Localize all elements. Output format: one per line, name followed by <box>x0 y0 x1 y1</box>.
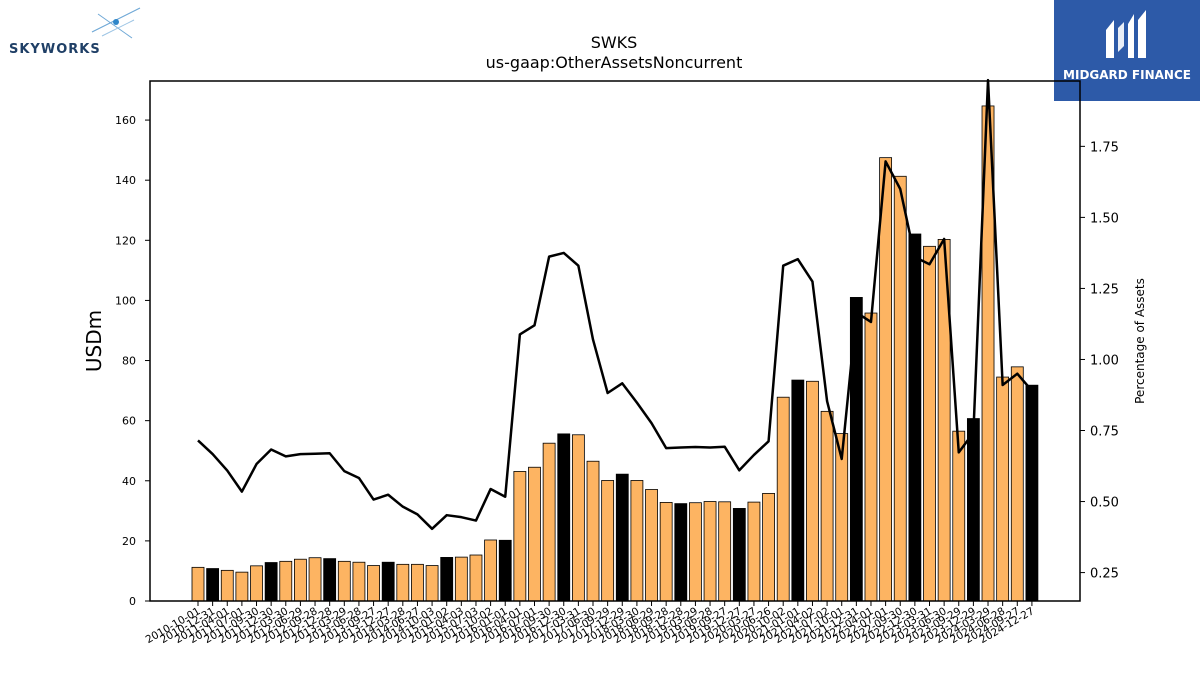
bar-2016-07-01 <box>528 466 541 602</box>
bar-2013-03-29 <box>337 560 351 602</box>
bar-2012-09-28 <box>308 557 322 602</box>
y2-tick-label: 0.75 <box>1090 425 1119 440</box>
bar-2024-09-27 <box>1010 366 1024 602</box>
y-tick-label: 140 <box>115 174 136 187</box>
bar-2011-07-01 <box>235 571 249 602</box>
midgard-finance-logo: MIDGARD FINANCE <box>1054 0 1200 101</box>
bar-2013-09-27 <box>367 565 380 602</box>
chart-title: SWKS <box>591 33 638 52</box>
bar-2014-06-27 <box>411 563 424 602</box>
bar-2017-03-31 <box>571 434 585 602</box>
bar-2023-03-31 <box>923 245 936 602</box>
bar-2016-09-30 <box>542 442 556 602</box>
chart-subtitle: us-gaap:OtherAssetsNoncurrent <box>486 53 743 72</box>
skyworks-logo-text: SKYWORKS <box>9 42 101 57</box>
bar-2018-09-28 <box>659 502 673 602</box>
bar-2013-12-27 <box>381 561 395 602</box>
bar-2021-07-02 <box>820 410 834 602</box>
y-tick-label: 40 <box>122 475 136 488</box>
bar-2014-03-28 <box>396 563 410 602</box>
y-tick-label: 0 <box>129 595 136 608</box>
bar-2010-10-01 <box>191 566 205 602</box>
bar-2020-10-02 <box>776 396 790 602</box>
y2-tick-label: 1.50 <box>1090 211 1119 226</box>
bar-2021-04-02 <box>806 380 819 602</box>
y2-tick-label: 0.50 <box>1090 496 1119 511</box>
bar-2010-12-31 <box>206 568 220 602</box>
series-line-percentage-of-assets <box>197 78 1033 531</box>
bar-2011-09-30 <box>250 565 263 602</box>
y-axis-label: USDm <box>82 310 106 372</box>
plot-frame <box>149 80 1081 602</box>
y-tick-label: 120 <box>115 234 136 247</box>
y2-tick-label: 1.75 <box>1090 140 1119 155</box>
line-group <box>197 78 1033 531</box>
bar-2016-12-30 <box>557 433 571 602</box>
y-tick-label: 60 <box>122 415 136 428</box>
bar-2018-06-29 <box>645 489 658 602</box>
y2-tick-label: 0.25 <box>1090 567 1119 582</box>
bar-2014-10-03 <box>425 565 439 602</box>
bar-2022-09-30 <box>893 175 907 602</box>
bar-2019-12-27 <box>732 508 746 602</box>
bar-2023-12-29 <box>966 418 980 602</box>
y-tick-label: 100 <box>115 294 136 307</box>
bar-2021-01-01 <box>791 379 805 602</box>
bar-2012-03-30 <box>279 560 293 602</box>
bar-2020-03-27 <box>747 501 761 602</box>
bar-2022-12-30 <box>908 233 922 602</box>
bar-2011-12-30 <box>264 562 278 602</box>
axes-group: 0 20 40 60 80 100 120 140 160 0.25 0.50 0.75 1.00 1.2… <box>115 80 1119 646</box>
bar-2012-06-29 <box>294 558 307 602</box>
bar-2015-07-03 <box>469 554 483 602</box>
bar-2017-06-30 <box>586 460 600 602</box>
midgard-logo-text: MIDGARD FINANCE <box>1063 68 1191 82</box>
bar-2017-12-29 <box>615 473 629 602</box>
bar-2011-04-01 <box>220 569 234 602</box>
bar-2018-03-30 <box>630 480 644 602</box>
bar-2018-12-28 <box>674 503 688 602</box>
y-tick-label: 160 <box>115 114 136 127</box>
bar-2012-12-28 <box>323 558 337 602</box>
bar-2022-07-01 <box>879 157 893 602</box>
bars-group <box>191 105 1039 602</box>
midgard-m-icon <box>1106 10 1146 58</box>
y-tick-label: 20 <box>122 535 136 548</box>
y2-tick-label: 1.25 <box>1090 282 1119 297</box>
bar-2024-12-27 <box>1025 384 1039 602</box>
bar-2016-04-01 <box>513 471 527 602</box>
bar-2013-06-28 <box>352 561 366 602</box>
bar-2015-01-02 <box>440 557 454 602</box>
bar-2019-06-28 <box>703 501 717 602</box>
y-tick-label: 80 <box>122 355 136 368</box>
bar-2015-10-02 <box>484 539 498 602</box>
bar-2016-01-01 <box>498 539 512 602</box>
bar-2017-09-29 <box>601 480 615 602</box>
skyworks-star-icon <box>91 7 141 39</box>
bar-2023-09-29 <box>952 430 966 602</box>
bar-2020-06-26 <box>762 492 775 602</box>
bar-2019-09-27 <box>718 501 732 602</box>
bar-2024-06-28 <box>996 376 1010 602</box>
y2-tick-label: 1.00 <box>1090 353 1119 368</box>
bar-2015-04-03 <box>454 556 468 602</box>
bar-2022-04-01 <box>864 312 878 602</box>
skyworks-logo: SKYWORKS <box>4 6 144 57</box>
y2-axis-label: Percentage of Assets <box>1133 278 1147 404</box>
bar-2019-03-29 <box>689 502 702 602</box>
